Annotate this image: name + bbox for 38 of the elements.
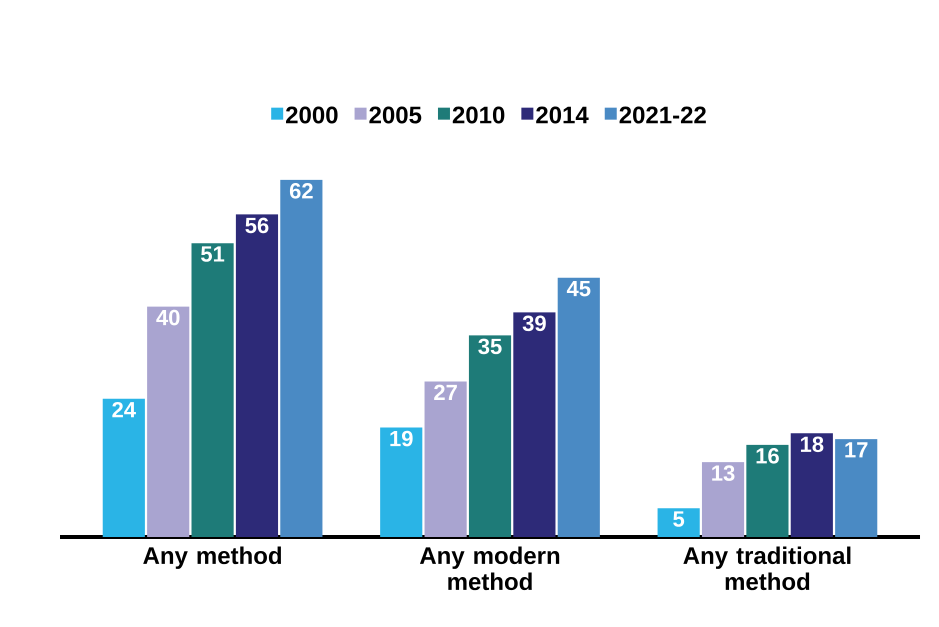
data-label: 19: [390, 430, 413, 446]
bar: [513, 312, 556, 537]
data-label: 17: [845, 442, 868, 458]
legend-label: 2014: [536, 106, 589, 124]
legend-label: 2000: [286, 106, 338, 124]
bar: [702, 462, 744, 537]
data-label: 40: [156, 310, 180, 326]
bar: [236, 214, 278, 537]
legend-label: 2010: [452, 106, 504, 124]
data-label: 56: [245, 218, 268, 234]
data-label: 16: [756, 448, 779, 464]
data-label: 13: [712, 465, 734, 481]
x-tick-label: Any method: [143, 546, 281, 569]
data-label: 5: [673, 511, 684, 527]
data-label: 18: [800, 436, 824, 452]
data-label: 27: [434, 384, 457, 400]
data-label: 39: [522, 316, 546, 332]
bar: [280, 180, 322, 537]
data-label: 51: [201, 246, 224, 262]
legend-label: 2005: [369, 106, 422, 124]
x-tick-label: Any traditional method: [683, 546, 850, 590]
bar: [102, 398, 145, 537]
bar: [468, 335, 512, 537]
data-label: 35: [478, 338, 502, 354]
data-label: 62: [290, 183, 313, 199]
x-tick-label: Any modern method: [420, 546, 560, 590]
bar: [790, 433, 833, 537]
bar: [746, 444, 789, 537]
bar: [147, 306, 190, 537]
bar: [380, 428, 422, 537]
data-label: 24: [112, 402, 136, 418]
legend-label: 2021-22: [620, 106, 706, 124]
data-label: 45: [566, 280, 590, 296]
bar: [658, 508, 700, 537]
bar: [558, 278, 600, 537]
bar: [424, 381, 467, 537]
bar: [192, 243, 234, 537]
bar: [835, 439, 878, 537]
